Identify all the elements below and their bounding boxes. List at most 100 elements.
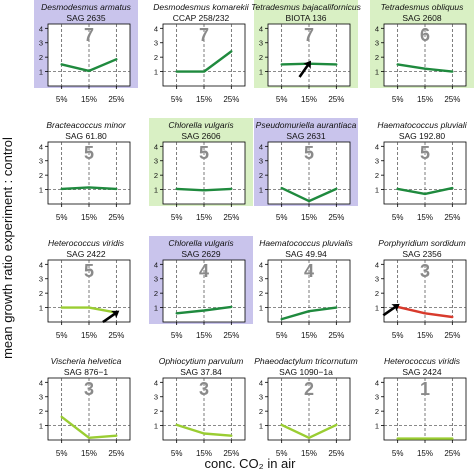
- y-tick-label: 4: [154, 24, 158, 33]
- series-line: [280, 186, 338, 203]
- x-tick-label: 25%: [223, 213, 239, 222]
- y-tick-label: 4: [375, 260, 379, 269]
- panel-title: Vischeria helvetica: [51, 356, 122, 366]
- panel-title: Tetradesmus obliquus: [381, 2, 465, 12]
- y-tick-label: 3: [154, 39, 158, 48]
- rank-number: 6: [420, 25, 430, 45]
- x-tick-label: 25%: [444, 213, 460, 222]
- y-tick-label: 4: [259, 24, 263, 33]
- rank-number: 5: [84, 143, 94, 163]
- y-tick-label: 4: [39, 142, 43, 151]
- panel-subtitle: SAG 2629: [181, 249, 220, 259]
- rank-number: 3: [84, 379, 94, 399]
- y-tick-label: 3: [39, 157, 43, 166]
- panel-subtitle: SAG 2606: [181, 131, 220, 141]
- panel-title: Bracteacoccus minor: [46, 120, 127, 130]
- y-tick-label: 4: [259, 378, 263, 387]
- highlight-arrow-icon: [382, 303, 400, 317]
- y-tick-label: 1: [154, 304, 158, 313]
- y-tick-label: 2: [39, 171, 43, 180]
- y-tick-label: 4: [375, 378, 379, 387]
- x-tick-label: 25%: [108, 331, 124, 340]
- x-tick-label: 15%: [196, 213, 212, 222]
- panel-title: Ophiocytium parvulum: [159, 356, 244, 366]
- x-tick-label: 15%: [301, 449, 317, 458]
- y-tick-label: 2: [375, 53, 379, 62]
- y-tick-label: 4: [39, 378, 43, 387]
- y-tick-label: 2: [259, 407, 263, 416]
- y-tick-label: 2: [375, 407, 379, 416]
- series-line: [396, 305, 454, 319]
- series-line: [175, 423, 233, 437]
- series-line: [175, 50, 233, 73]
- x-tick-label: 25%: [223, 331, 239, 340]
- y-tick-label: 1: [39, 68, 43, 77]
- y-axis-title: mean growth ratio experiment : control: [0, 137, 15, 359]
- y-tick-label: 3: [259, 39, 263, 48]
- y-tick-label: 3: [375, 393, 379, 402]
- y-tick-label: 3: [375, 275, 379, 284]
- series-line: [60, 415, 118, 439]
- x-tick-label: 5%: [56, 213, 68, 222]
- panel-title: Chlorella vulgaris: [168, 120, 234, 130]
- y-tick-label: 1: [375, 304, 379, 313]
- y-tick-label: 4: [375, 142, 379, 151]
- y-tick-label: 1: [375, 422, 379, 431]
- panel-title: Tetradesmus bajacalifornicus: [251, 2, 362, 12]
- highlight-arrow-icon: [102, 310, 120, 324]
- x-tick-label: 5%: [276, 449, 288, 458]
- y-tick-label: 2: [375, 289, 379, 298]
- y-tick-label: 4: [39, 260, 43, 269]
- x-tick-label: 5%: [392, 449, 404, 458]
- x-tick-label: 5%: [392, 95, 404, 104]
- y-tick-label: 3: [259, 275, 263, 284]
- rank-number: 7: [84, 25, 94, 45]
- series-line: [396, 63, 454, 73]
- y-tick-label: 1: [39, 186, 43, 195]
- rank-number: 5: [84, 261, 94, 281]
- y-tick-label: 2: [154, 289, 158, 298]
- x-tick-label: 15%: [417, 331, 433, 340]
- y-tick-label: 2: [259, 171, 263, 180]
- x-tick-label: 15%: [301, 95, 317, 104]
- y-tick-label: 2: [154, 171, 158, 180]
- panel-subtitle: SAG 2635: [66, 13, 105, 23]
- x-tick-label: 25%: [444, 331, 460, 340]
- panel-title: Phaeodactylum tricornutum: [254, 356, 357, 366]
- series-line: [60, 58, 118, 73]
- x-tick-label: 25%: [328, 331, 344, 340]
- panel-title: Porphyridium sordidum: [378, 238, 465, 248]
- y-tick-label: 1: [39, 304, 43, 313]
- highlight-arrow-icon: [298, 60, 311, 78]
- x-tick-label: 5%: [276, 213, 288, 222]
- series-line: [396, 186, 454, 196]
- y-tick-label: 4: [259, 260, 263, 269]
- x-tick-label: 25%: [328, 213, 344, 222]
- y-tick-label: 3: [154, 393, 158, 402]
- x-tick-label: 5%: [392, 331, 404, 340]
- y-tick-label: 1: [154, 422, 158, 431]
- rank-number: 1: [420, 379, 430, 399]
- x-tick-label: 15%: [196, 95, 212, 104]
- panel-title: Pseudomuriella aurantiaca: [256, 120, 357, 130]
- y-tick-label: 3: [39, 39, 43, 48]
- x-tick-label: 5%: [56, 449, 68, 458]
- x-tick-label: 15%: [417, 449, 433, 458]
- y-tick-label: 4: [375, 24, 379, 33]
- rank-number: 7: [199, 25, 209, 45]
- x-tick-label: 25%: [108, 213, 124, 222]
- y-tick-label: 3: [259, 393, 263, 402]
- y-tick-label: 4: [39, 24, 43, 33]
- x-tick-label: 5%: [56, 95, 68, 104]
- panel-title: Haematococcus pluviali: [377, 120, 467, 130]
- y-tick-label: 2: [375, 171, 379, 180]
- rank-number: 4: [304, 261, 314, 281]
- rank-number: 3: [420, 261, 430, 281]
